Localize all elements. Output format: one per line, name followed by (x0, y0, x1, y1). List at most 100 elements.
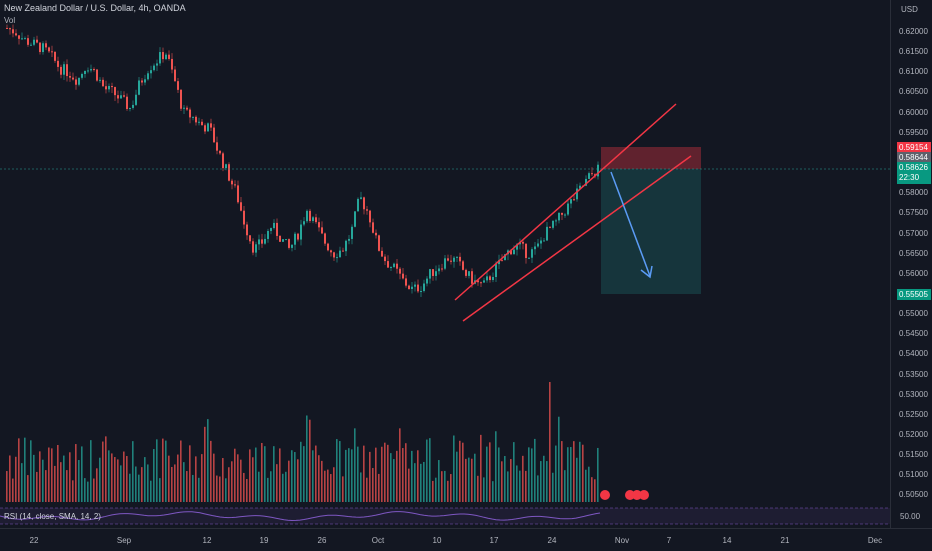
candle-body (555, 220, 557, 222)
chart-area[interactable]: New Zealand Dollar / U.S. Dollar, 4h, OA… (0, 0, 890, 528)
candle-body (366, 209, 368, 211)
volume-bar (39, 451, 41, 502)
candle-body (189, 109, 191, 118)
time-axis[interactable]: 22 Sep 12 19 26 Oct 10 17 24 Nov 7 14 21 Dec (0, 528, 932, 551)
candle-body (282, 239, 284, 242)
candle-body (552, 220, 554, 228)
volume-bar (159, 478, 161, 502)
volume-bar (573, 441, 575, 502)
candle-body (180, 89, 182, 109)
volume-bar (75, 444, 77, 502)
candle-body (36, 39, 38, 43)
volume-bar (261, 442, 263, 502)
candle-body (495, 264, 497, 277)
chart-title[interactable]: New Zealand Dollar / U.S. Dollar, 4h, OA… (4, 3, 186, 13)
candle-body (42, 43, 44, 53)
volume-bar (210, 440, 212, 502)
time-tick: 10 (432, 536, 442, 545)
price-axis[interactable]: USD 0.62000 0.61500 0.61000 0.60500 0.60000 0… (890, 0, 932, 528)
candle-body (270, 228, 272, 231)
volume-bar (387, 444, 389, 502)
volume-bar (33, 454, 35, 502)
volume-bar (414, 463, 416, 502)
volume-bar (297, 459, 299, 502)
volume-bar (243, 472, 245, 502)
price-tick: 0.57000 (899, 228, 928, 238)
volume-bar (63, 455, 65, 502)
candle-body (72, 77, 74, 80)
candle-body (267, 230, 269, 239)
candle-body (354, 211, 356, 227)
volume-bar (522, 455, 524, 502)
volume-bar (468, 457, 470, 502)
volume-bar (435, 477, 437, 502)
candle-body (126, 96, 128, 110)
candle-body (243, 210, 245, 225)
candle-body (510, 250, 512, 255)
time-tick: Dec (867, 536, 883, 545)
volume-bar (270, 471, 272, 502)
volume-bar (273, 446, 275, 502)
volume-bar (324, 470, 326, 502)
candle-body (207, 123, 209, 132)
volume-label[interactable]: Vol (4, 16, 16, 25)
candles-layer (6, 24, 599, 297)
price-chart[interactable] (0, 0, 890, 528)
stop-zone[interactable] (601, 147, 701, 169)
candle-body (348, 238, 350, 241)
time-tick: 24 (547, 536, 557, 545)
candle-body (567, 203, 569, 215)
candle-body (201, 121, 203, 126)
volume-bar (351, 449, 353, 502)
event-markers[interactable] (600, 490, 649, 500)
price-tick: 0.53500 (899, 369, 928, 379)
candle-body (321, 227, 323, 234)
candle-body (93, 69, 95, 71)
candle-body (318, 222, 320, 228)
channel-upper-line[interactable] (454, 103, 677, 301)
candle-body (516, 244, 518, 250)
volume-bar (360, 472, 362, 502)
volume-bar (390, 453, 392, 502)
candle-body (75, 79, 77, 85)
candle-body (153, 65, 155, 71)
candle-body (12, 29, 14, 34)
time-tick: 22 (29, 536, 39, 545)
candle-body (81, 74, 83, 78)
volume-bar (60, 462, 62, 502)
candle-body (123, 95, 125, 97)
volume-bar (558, 416, 560, 502)
current-price-badge: 0.58644 (897, 152, 931, 163)
volume-bar (87, 481, 89, 502)
rsi-label[interactable]: RSI (14, close, SMA, 14, 2) (4, 512, 101, 521)
volume-bar (99, 457, 101, 502)
channel-lower-line[interactable] (462, 155, 692, 322)
volume-bar (276, 464, 278, 502)
volume-bar (462, 442, 464, 502)
time-tick: Nov (614, 536, 630, 545)
candle-body (570, 199, 572, 204)
rsi-pane[interactable] (0, 508, 890, 524)
volume-bar (180, 440, 182, 502)
volume-bar (300, 441, 302, 502)
volume-bar (504, 456, 506, 502)
candle-body (492, 276, 494, 281)
candle-body (246, 224, 248, 236)
volume-bar (339, 441, 341, 502)
candle-body (150, 70, 152, 74)
volume-bar (51, 448, 53, 502)
price-tick: 0.56000 (899, 268, 928, 278)
time-tick: 7 (666, 536, 672, 545)
candle-body (528, 257, 530, 259)
volume-bar (315, 445, 317, 502)
volume-bar (231, 461, 233, 502)
candle-body (120, 95, 122, 99)
candle-body (159, 52, 161, 64)
bid-price-value: 0.58626 (899, 163, 928, 172)
candle-body (423, 283, 425, 292)
volume-bar (84, 478, 86, 502)
forecast-arrow[interactable] (610, 171, 651, 277)
volume-bar (216, 475, 218, 502)
candle-body (459, 256, 461, 262)
candle-body (390, 266, 392, 268)
